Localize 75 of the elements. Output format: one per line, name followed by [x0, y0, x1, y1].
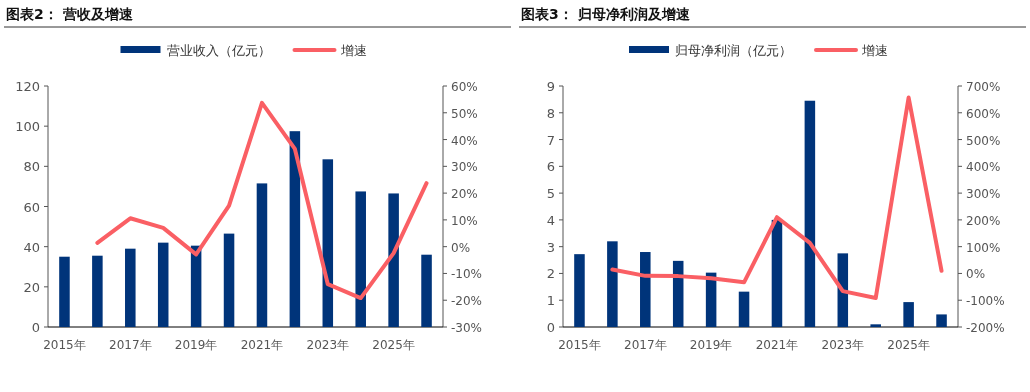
bar	[870, 324, 881, 327]
x-tick-label: 2023年	[821, 338, 865, 352]
y-tick-label: 6	[546, 159, 555, 175]
y2-tick-label: -30%	[451, 321, 483, 335]
bar	[936, 314, 947, 327]
y2-tick-label: 200%	[966, 213, 1001, 228]
y-tick-label: 80	[23, 159, 40, 175]
bar	[574, 254, 585, 327]
bar	[607, 241, 618, 327]
bar	[125, 248, 136, 327]
y-tick-label: 20	[23, 279, 40, 295]
y2-tick-label: -10%	[451, 267, 483, 282]
bar	[738, 291, 750, 327]
y2-tick-label: 60%	[451, 80, 478, 94]
y2-tick-label: -20%	[451, 294, 483, 309]
y2-tick-label: 20%	[451, 187, 478, 202]
bar	[804, 100, 816, 327]
bar	[421, 254, 432, 327]
bar	[157, 242, 169, 327]
y2-tick-label: 300%	[966, 187, 1001, 202]
y-tick-label: 5	[546, 186, 555, 202]
bar	[59, 256, 70, 327]
x-tick-label: 2021年	[755, 338, 799, 352]
y2-tick-label: -100%	[966, 294, 1005, 309]
line-series	[610, 95, 944, 301]
x-tick-label: 2021年	[240, 338, 284, 352]
y-tick-label: 3	[546, 239, 555, 255]
bar	[256, 183, 268, 327]
y2-tick-label: 0%	[451, 240, 471, 255]
x-tick-label: 2025年	[372, 338, 415, 352]
y2-tick-label: 30%	[451, 160, 478, 175]
chart-title: 图表3： 归母净利润及增速	[521, 6, 691, 22]
y2-tick-label: 100%	[966, 240, 1001, 255]
y2-tick-label: 500%	[966, 133, 1001, 148]
x-tick-label: 2015年	[558, 338, 601, 352]
y2-tick-label: 600%	[966, 106, 1001, 121]
y2-tick-label: 10%	[451, 213, 478, 228]
y-tick-label: 100	[15, 119, 40, 135]
x-tick-label: 2023年	[306, 338, 350, 352]
y-tick-label: 4	[546, 212, 555, 228]
y-tick-label: 1	[546, 293, 555, 309]
chart-title: 图表2： 营收及增速	[6, 6, 134, 22]
y-tick-label: 8	[546, 105, 555, 121]
legend-label: 归母净利润（亿元）	[675, 43, 792, 58]
legend-label: 增速	[861, 43, 888, 58]
y-tick-label: 60	[23, 199, 40, 215]
bar	[388, 193, 399, 327]
y-tick-label: 2	[546, 266, 555, 282]
y-tick-label: 9	[546, 79, 555, 94]
y-tick-label: 7	[546, 132, 555, 148]
bar	[903, 302, 914, 327]
y2-tick-label: 40%	[451, 133, 478, 148]
x-tick-label: 2019年	[174, 338, 218, 352]
y-tick-label: 0	[31, 320, 40, 335]
y-tick-label: 40	[23, 239, 40, 255]
y-tick-label: 0	[546, 320, 555, 335]
y2-tick-label: -200%	[966, 321, 1005, 335]
legend-label: 增速	[339, 43, 367, 58]
bar	[223, 233, 235, 327]
y2-tick-label: 0%	[966, 267, 986, 282]
x-tick-label: 2025年	[887, 338, 930, 352]
x-tick-label: 2015年	[43, 338, 86, 352]
bar	[355, 191, 366, 327]
legend-label: 营业收入（亿元）	[166, 43, 271, 58]
y2-tick-label: 50%	[451, 106, 478, 121]
x-tick-label: 2017年	[624, 338, 667, 352]
y2-tick-label: 400%	[966, 160, 1001, 175]
line-series	[95, 100, 429, 301]
y2-tick-label: 700%	[966, 80, 1001, 94]
bar	[771, 219, 783, 327]
bar	[92, 255, 103, 327]
x-tick-label: 2017年	[109, 338, 152, 352]
y-tick-label: 120	[15, 79, 40, 94]
x-tick-label: 2019年	[689, 338, 733, 352]
bar	[640, 252, 651, 327]
